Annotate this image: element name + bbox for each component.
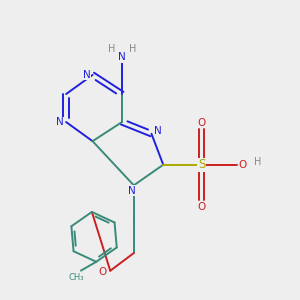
Text: N: N — [56, 117, 64, 127]
Text: O: O — [99, 267, 107, 277]
Text: N: N — [83, 70, 91, 80]
Text: H: H — [129, 44, 136, 54]
Text: O: O — [197, 202, 206, 212]
Text: N: N — [118, 52, 126, 62]
Text: N: N — [154, 126, 162, 136]
Text: N: N — [128, 186, 136, 196]
Text: H: H — [254, 157, 262, 167]
Text: CH₃: CH₃ — [69, 273, 84, 282]
Text: O: O — [238, 160, 246, 170]
Text: S: S — [198, 158, 205, 171]
Text: O: O — [197, 118, 206, 128]
Text: H: H — [108, 44, 116, 54]
